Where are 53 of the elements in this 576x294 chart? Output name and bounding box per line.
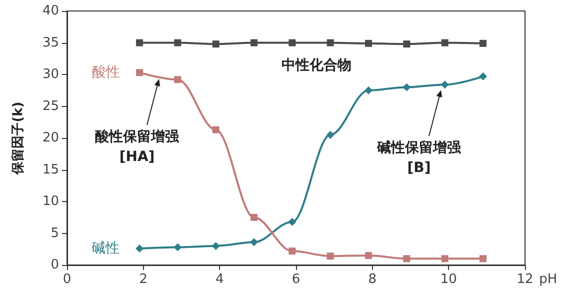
annotation: 碱性保留增强 [B]	[376, 140, 462, 176]
point	[250, 39, 258, 46]
point	[174, 39, 182, 46]
point	[440, 80, 449, 89]
point	[250, 238, 258, 246]
y-tick-label: 0	[50, 258, 59, 272]
x-axis-title: pH	[539, 272, 558, 287]
point	[365, 40, 372, 47]
point	[326, 130, 334, 139]
point	[288, 248, 296, 255]
series-label: 酸性	[92, 64, 120, 81]
x-tick-label: 0	[62, 272, 72, 287]
series-label: 碱性	[92, 240, 120, 256]
y-axis-title: 保留因子(k)	[11, 102, 26, 176]
point	[479, 72, 488, 80]
point	[136, 244, 144, 252]
point	[326, 39, 334, 46]
point	[480, 255, 487, 262]
point	[174, 76, 182, 84]
point	[212, 126, 220, 134]
point	[326, 252, 334, 260]
x-tick-label: 10	[440, 272, 457, 287]
point	[212, 242, 220, 250]
point	[364, 86, 373, 94]
point	[441, 39, 448, 46]
point	[136, 69, 144, 76]
point	[250, 214, 258, 221]
annotation: 酸性保留增强 [HA]	[95, 129, 180, 165]
point	[288, 39, 296, 46]
series-label: 中性化合物	[281, 57, 352, 74]
y-tick-label: 40	[42, 4, 59, 18]
point	[403, 40, 410, 48]
x-tick-label: 6	[292, 272, 300, 287]
point	[402, 83, 411, 92]
x-tick-label: 8	[368, 272, 376, 287]
x-tick-label: 12	[516, 272, 534, 287]
x-tick-label: 4	[216, 272, 224, 287]
y-tick-label: 35	[42, 35, 59, 50]
point	[480, 40, 487, 47]
point	[403, 255, 410, 262]
y-tick-label: 20	[42, 130, 59, 146]
x-tick-label: 2	[139, 272, 148, 287]
y-tick-label: 5	[50, 226, 59, 241]
point	[212, 40, 220, 48]
y-tick-label: 25	[42, 98, 59, 114]
y-tick-label: 15	[42, 162, 59, 178]
y-tick-label: 30	[42, 67, 59, 82]
point	[441, 255, 448, 262]
point	[136, 39, 144, 46]
point	[288, 218, 296, 226]
point	[365, 252, 372, 259]
point	[174, 243, 182, 252]
y-tick-label: 10	[42, 194, 59, 209]
